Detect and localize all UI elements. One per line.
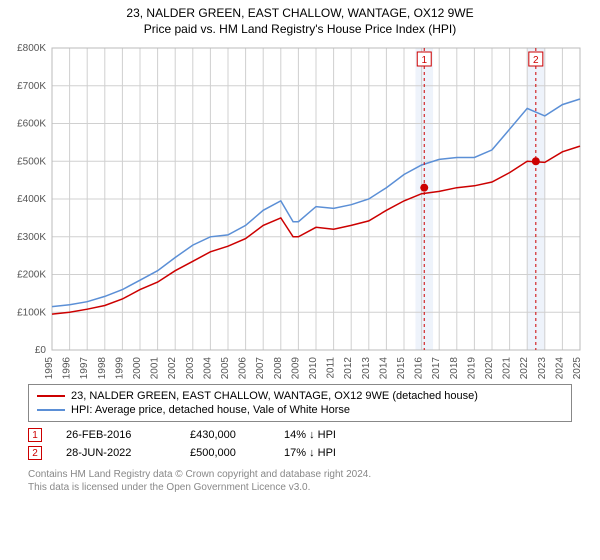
x-tick-label: 2018 (449, 357, 460, 380)
x-tick-label: 2022 (519, 357, 530, 380)
y-tick-label: £800K (17, 43, 46, 54)
y-tick-label: £600K (17, 119, 46, 130)
x-tick-label: 2025 (572, 357, 583, 380)
legend-label: 23, NALDER GREEN, EAST CHALLOW, WANTAGE,… (71, 390, 478, 402)
x-tick-label: 2019 (466, 357, 477, 380)
footer-line-1: Contains HM Land Registry data © Crown c… (28, 468, 572, 481)
transaction-price: £500,000 (190, 447, 260, 459)
legend-label: HPI: Average price, detached house, Vale… (71, 404, 350, 416)
x-tick-label: 2014 (378, 357, 389, 380)
transactions-table: 1 26-FEB-2016 £430,000 14% ↓ HPI 2 28-JUN-202… (28, 426, 572, 462)
x-tick-label: 2013 (361, 357, 372, 380)
transaction-price: £430,000 (190, 429, 260, 441)
legend-row: 23, NALDER GREEN, EAST CHALLOW, WANTAGE,… (37, 389, 563, 403)
x-tick-label: 1999 (114, 357, 125, 380)
x-tick-label: 2024 (554, 357, 565, 380)
x-tick-label: 2012 (343, 357, 354, 380)
x-tick-label: 2000 (132, 357, 143, 380)
x-tick-label: 2015 (396, 357, 407, 380)
y-tick-label: £500K (17, 156, 46, 167)
transaction-marker: 2 (28, 446, 42, 460)
x-tick-label: 2016 (414, 357, 425, 380)
x-tick-label: 1998 (97, 357, 108, 380)
x-tick-label: 2005 (220, 357, 231, 380)
y-tick-label: £100K (17, 307, 46, 318)
y-tick-label: £300K (17, 232, 46, 243)
x-tick-label: 2003 (185, 357, 196, 380)
x-tick-label: 2007 (255, 357, 266, 380)
page-subtitle: Price paid vs. HM Land Registry's House … (0, 20, 600, 40)
x-tick-label: 2009 (290, 357, 301, 380)
y-tick-label: £0 (35, 345, 47, 356)
x-tick-label: 2020 (484, 357, 495, 380)
x-tick-label: 1995 (44, 357, 55, 380)
legend-swatch (37, 409, 65, 411)
marker-label: 1 (421, 55, 427, 66)
x-tick-label: 2004 (202, 357, 213, 380)
transaction-marker: 1 (28, 428, 42, 442)
transaction-date: 26-FEB-2016 (66, 429, 166, 441)
x-tick-label: 2023 (537, 357, 548, 380)
page-title: 23, NALDER GREEN, EAST CHALLOW, WANTAGE,… (0, 0, 600, 20)
data-point (532, 157, 540, 165)
x-tick-label: 2017 (431, 357, 442, 380)
x-tick-label: 2002 (167, 357, 178, 380)
legend: 23, NALDER GREEN, EAST CHALLOW, WANTAGE,… (28, 384, 572, 422)
x-tick-label: 2010 (308, 357, 319, 380)
legend-row: HPI: Average price, detached house, Vale… (37, 403, 563, 417)
footer-line-2: This data is licensed under the Open Gov… (28, 481, 572, 494)
x-tick-label: 2006 (238, 357, 249, 380)
data-point (420, 184, 428, 192)
x-tick-label: 1997 (79, 357, 90, 380)
transaction-row: 1 26-FEB-2016 £430,000 14% ↓ HPI (28, 426, 572, 444)
x-tick-label: 2021 (502, 357, 513, 380)
x-tick-label: 2008 (273, 357, 284, 380)
transaction-date: 28-JUN-2022 (66, 447, 166, 459)
transaction-hpi: 14% ↓ HPI (284, 429, 374, 441)
x-tick-label: 1996 (62, 357, 73, 380)
marker-label: 2 (533, 55, 539, 66)
y-tick-label: £400K (17, 194, 46, 205)
x-tick-label: 2001 (150, 357, 161, 380)
y-tick-label: £200K (17, 270, 46, 281)
legend-swatch (37, 395, 65, 397)
transaction-hpi: 17% ↓ HPI (284, 447, 374, 459)
price-chart: £0 £100K £200K £300K £400K £500K £600K £700K £80… (0, 40, 600, 380)
x-tick-label: 2011 (326, 357, 337, 379)
transaction-row: 2 28-JUN-2022 £500,000 17% ↓ HPI (28, 444, 572, 462)
footer-attribution: Contains HM Land Registry data © Crown c… (28, 468, 572, 494)
y-tick-label: £700K (17, 81, 46, 92)
